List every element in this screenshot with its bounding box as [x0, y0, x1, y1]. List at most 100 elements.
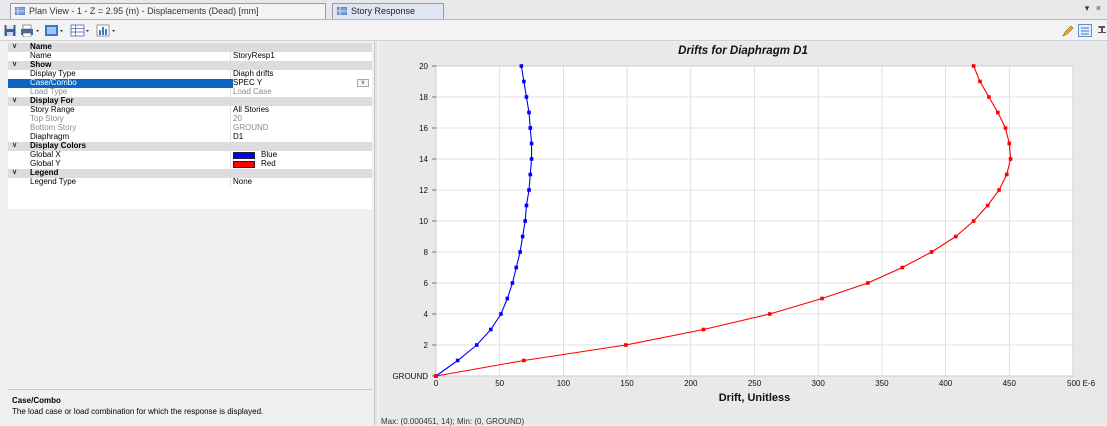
property-row-bottom-story: Bottom Story GROUND: [8, 123, 372, 133]
data-point: [1007, 141, 1012, 146]
data-point: [523, 219, 527, 223]
case-combo-dropdown[interactable]: SPEC Y ∨: [233, 78, 372, 88]
display-type-field[interactable]: Diaph drifts: [233, 69, 274, 78]
property-label: Global Y: [30, 159, 61, 168]
column-divider: [230, 160, 231, 169]
category-label: Show: [30, 60, 52, 69]
property-row-legend-type[interactable]: Legend Type None: [8, 177, 372, 187]
property-row-diaphragm[interactable]: Diaphragm D1: [8, 132, 372, 142]
data-point: [455, 358, 460, 363]
color-swatch: [233, 152, 255, 159]
property-label: Top Story: [30, 114, 64, 123]
data-point: [978, 79, 982, 84]
category-label: Legend: [30, 168, 59, 177]
category-display-colors[interactable]: ∨ Display Colors: [8, 141, 372, 151]
x-tick-label: 50: [495, 379, 504, 388]
column-divider: [230, 178, 231, 187]
y-tick-label: 16: [419, 124, 428, 133]
pencil-icon[interactable]: [1062, 24, 1074, 37]
chevron-down-icon[interactable]: ∨: [357, 79, 369, 87]
data-point: [518, 250, 522, 254]
data-point: [434, 374, 438, 378]
property-label: Story Range: [30, 105, 75, 114]
data-point: [524, 95, 529, 99]
data-point: [1008, 157, 1013, 161]
properties-icon[interactable]: [1078, 24, 1092, 37]
property-row-name[interactable]: Name StoryResp1: [8, 51, 372, 61]
status-text: Max: (0.000451, 14); Min: (0, GROUND): [381, 417, 525, 426]
x-tick-label: 300: [812, 379, 826, 388]
property-label: Name: [30, 51, 52, 60]
export-image-icon[interactable]: [44, 24, 66, 37]
chart-options-icon[interactable]: [96, 24, 118, 37]
category-name[interactable]: ∨ Name: [8, 42, 372, 52]
y-tick-label: 10: [419, 217, 428, 226]
table-icon[interactable]: [70, 24, 92, 37]
pin-icon[interactable]: [1096, 24, 1107, 37]
property-description-panel: Case/Combo The load case or load combina…: [8, 389, 372, 425]
print-icon[interactable]: [20, 24, 42, 37]
category-display-for[interactable]: ∨ Display For: [8, 96, 372, 106]
diaphragm-field[interactable]: D1: [233, 132, 244, 141]
name-field[interactable]: StoryResp1: [233, 51, 275, 60]
description-text: The load case or load combination for wh…: [12, 407, 264, 416]
data-point: [505, 296, 510, 301]
chevron-down-icon[interactable]: ∨: [12, 169, 18, 176]
category-legend[interactable]: ∨ Legend: [8, 168, 372, 178]
property-row-global-y[interactable]: Global Y Red: [8, 159, 372, 169]
column-divider: [230, 88, 231, 97]
y-tick-label: 20: [419, 62, 428, 71]
property-row-global-x[interactable]: Global X Blue: [8, 150, 372, 160]
drift-chart[interactable]: 0 50 100 150 200 250 300 350 400 450 500 E-6 GROUND…: [379, 42, 1107, 425]
property-row-case-combo[interactable]: Case/Combo SPEC Y ∨: [8, 78, 372, 88]
legend-type-field[interactable]: None: [233, 177, 253, 186]
grid-view-icon: [15, 7, 25, 15]
chevron-down-icon[interactable]: ∨: [12, 61, 18, 68]
bottom-story-field: GROUND: [233, 123, 269, 132]
category-label: Display Colors: [30, 141, 87, 150]
category-show[interactable]: ∨ Show: [8, 60, 372, 70]
story-range-field[interactable]: All Stories: [233, 105, 270, 114]
description-title: Case/Combo: [12, 396, 61, 405]
property-label: Load Type: [30, 87, 68, 96]
x-tick-label: 200: [684, 379, 698, 388]
tab-story-response[interactable]: Story Response: [332, 3, 444, 19]
column-divider: [230, 52, 231, 61]
load-type-field: Load Case: [233, 87, 272, 96]
data-point: [820, 296, 824, 301]
tab-plan-view[interactable]: Plan View - 1 - Z = 2.95 (m) - Displacem…: [10, 3, 326, 19]
color-name: Blue: [261, 150, 278, 159]
property-grid-empty-area: [8, 209, 372, 389]
data-point: [953, 234, 958, 239]
tab-list-menu-button[interactable]: ▾ ×: [1084, 3, 1103, 13]
chevron-down-icon[interactable]: ∨: [12, 97, 18, 104]
data-point: [524, 203, 529, 208]
document-tab-bar: Plan View - 1 - Z = 2.95 (m) - Displacem…: [0, 0, 1107, 20]
property-grid: ∨ Name Name StoryResp1 ∨ Show Display Ty…: [8, 42, 372, 209]
chevron-down-icon[interactable]: ∨: [12, 43, 18, 50]
data-point: [971, 64, 976, 68]
chevron-down-icon[interactable]: ∨: [12, 142, 18, 149]
data-point: [499, 312, 503, 316]
property-label: Diaphragm: [30, 132, 70, 141]
data-point: [996, 110, 1000, 115]
top-story-field: 20: [233, 114, 242, 123]
x-tick-label: 400: [939, 379, 953, 388]
property-label: Legend Type: [30, 177, 77, 186]
y-tick-label: GROUND: [392, 372, 428, 381]
column-divider: [230, 115, 231, 124]
data-point: [624, 343, 628, 347]
property-label: Global X: [30, 150, 61, 159]
data-point: [971, 219, 976, 223]
save-icon[interactable]: [4, 24, 16, 37]
data-point: [528, 172, 533, 177]
x-tick-label: 450: [1003, 379, 1017, 388]
panel-splitter[interactable]: [374, 42, 377, 425]
category-label: Display For: [30, 96, 74, 105]
property-row-display-type[interactable]: Display Type Diaph drifts: [8, 69, 372, 79]
property-row-story-range[interactable]: Story Range All Stories: [8, 105, 372, 115]
data-point: [527, 188, 531, 192]
category-label: Name: [30, 42, 52, 51]
data-point: [474, 343, 479, 347]
data-point: [929, 250, 934, 254]
